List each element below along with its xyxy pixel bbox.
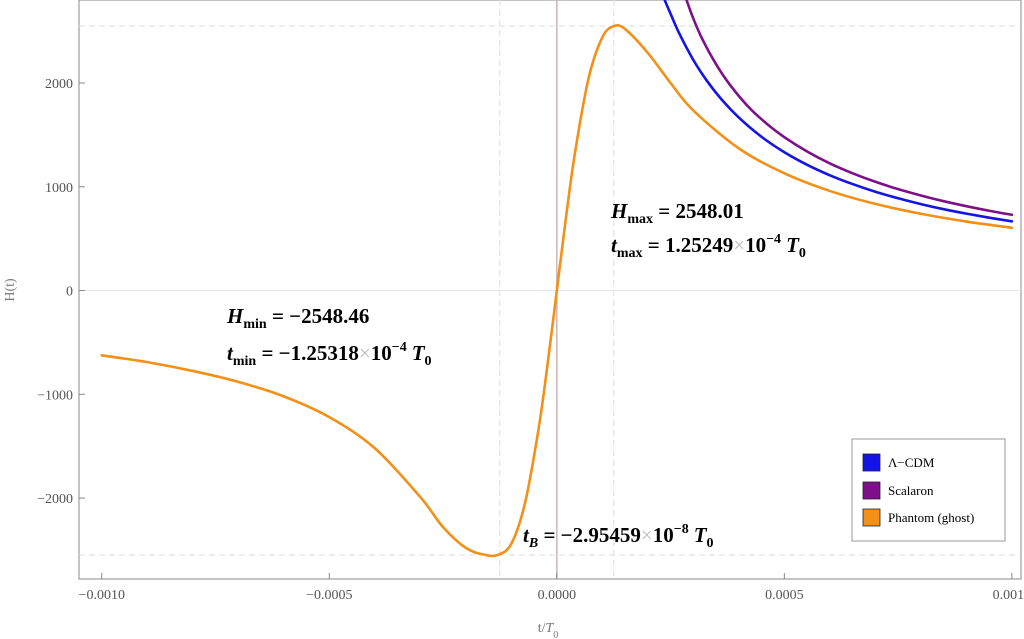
- annotation-hmin: Hmin = −2548.46: [226, 304, 369, 332]
- x-tick-label-2: 0.0000: [538, 588, 577, 603]
- x-tick-label-0: −0.0010: [79, 588, 125, 603]
- y-tick-label-4: 2000: [45, 77, 73, 92]
- legend-swatch-lcdm: [862, 453, 881, 472]
- series-phantom-line: [100, 23, 1014, 558]
- annotation-tmax: tmax = 1.25249×10−4 T0: [611, 232, 806, 261]
- y-tick-label-2: 0: [66, 285, 73, 300]
- legend-label-scalaron: Scalaron: [888, 483, 934, 498]
- x-tick-label-1: −0.0005: [306, 588, 352, 603]
- annotation-hmax: Hmax = 2548.01: [610, 199, 744, 227]
- y-axis-label: H(t): [3, 278, 18, 302]
- legend-swatch-phantom: [862, 508, 881, 527]
- y-tick-label-3: 1000: [45, 181, 73, 196]
- series-layer: [100, 0, 1014, 558]
- annotation-tmin: tmin = −1.25318×10−4 T0: [227, 340, 432, 369]
- y-tick-label-0: −2000: [37, 492, 73, 507]
- series-lcdm-line: [663, 0, 1014, 223]
- legend: Λ−CDM Scalaron Phantom (ghost): [851, 438, 1006, 542]
- y-tick-label-1: −1000: [37, 388, 73, 403]
- legend-label-lcdm: Λ−CDM: [888, 455, 935, 470]
- tick-layer: −0.0010 −0.0005 0.0000 0.0005 0.0010 −2000 −10…: [37, 77, 1024, 603]
- x-tick-label-3: 0.0005: [765, 588, 804, 603]
- series-scalaron-line: [685, 0, 1014, 217]
- legend-label-phantom: Phantom (ghost): [888, 510, 974, 525]
- x-tick-label-4: 0.0010: [993, 588, 1024, 603]
- legend-swatch-scalaron: [862, 481, 881, 500]
- x-axis-label: t/T0: [538, 621, 559, 639]
- plot-frame: [78, 0, 1022, 580]
- annotation-tb: tB = −2.95459×10−8 T0: [523, 522, 714, 551]
